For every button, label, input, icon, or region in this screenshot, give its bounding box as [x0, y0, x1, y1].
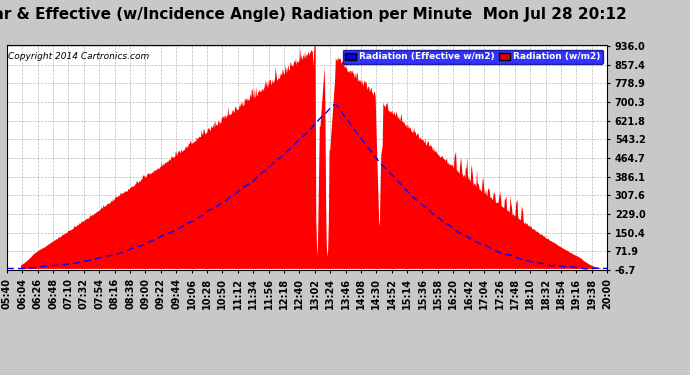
Text: Copyright 2014 Cartronics.com: Copyright 2014 Cartronics.com — [8, 52, 149, 61]
Text: Solar & Effective (w/Incidence Angle) Radiation per Minute  Mon Jul 28 20:12: Solar & Effective (w/Incidence Angle) Ra… — [0, 8, 627, 22]
Legend: Radiation (Effective w/m2), Radiation (w/m2): Radiation (Effective w/m2), Radiation (w… — [343, 50, 602, 64]
